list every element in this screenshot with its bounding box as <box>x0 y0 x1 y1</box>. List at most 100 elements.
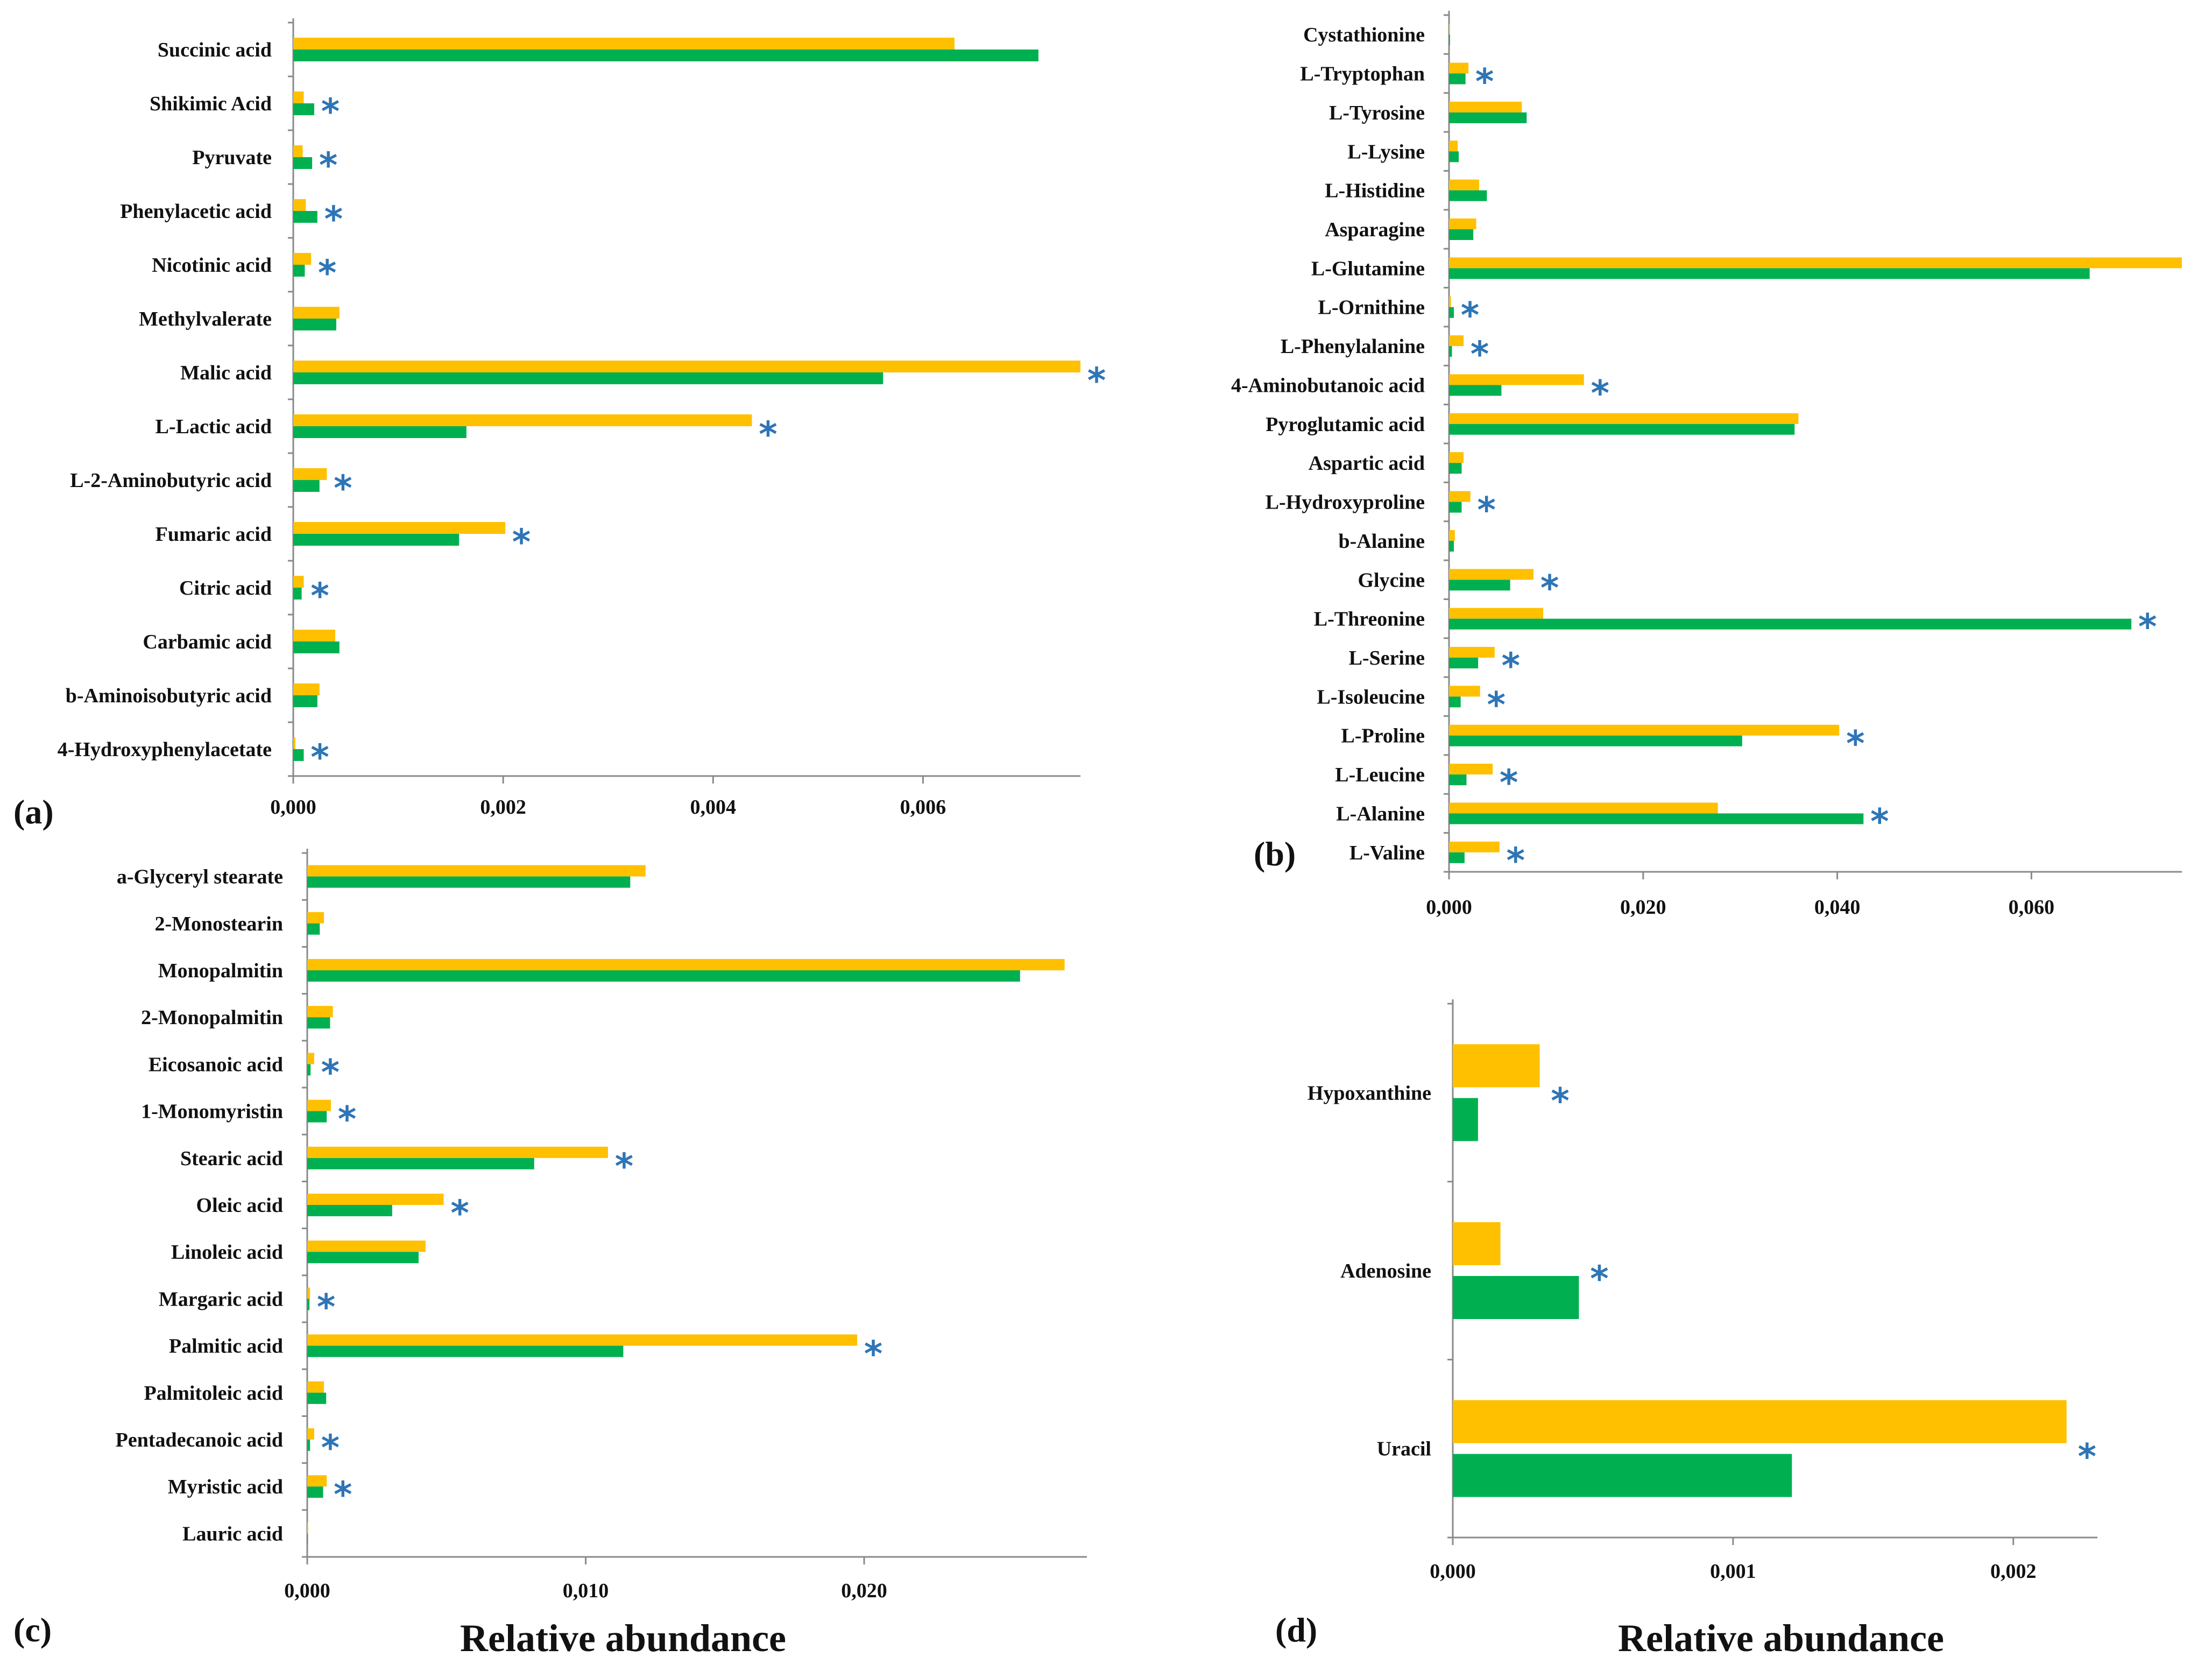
panel-c-bar-series2 <box>307 1111 327 1123</box>
panel-b-significance-star: * <box>2138 607 2157 648</box>
panel-a-bar-series2 <box>293 534 460 546</box>
panel-b-bar-series2 <box>1449 424 1795 435</box>
panel-b-bar-series1 <box>1449 101 1522 112</box>
panel-c-bar-series2 <box>307 1064 311 1076</box>
panel-b-significance-star: * <box>1540 567 1559 609</box>
panel-b-bar-series1 <box>1449 530 1455 541</box>
panel-b-significance-star: * <box>1507 840 1525 882</box>
panel-a-bar-series2 <box>293 50 1038 61</box>
panel-b-significance-star: * <box>1500 762 1518 803</box>
panel-d-category-label: Hypoxanthine <box>1308 1082 1431 1104</box>
panel-a-x-tick-label: 0,004 <box>690 796 737 819</box>
panel-a-bar-series1 <box>293 576 304 588</box>
panel-a-category-label: Malic acid <box>180 362 272 384</box>
panel-b-category-label: L-Ornithine <box>1318 297 1425 319</box>
panel-b-bar-series2 <box>1449 307 1454 318</box>
panel-b-category-label: L-Valine <box>1349 842 1425 864</box>
panel-b-bar-series2 <box>1449 112 1527 123</box>
panel-a-category-label: Methylvalerate <box>139 308 272 330</box>
panel-b-category-label: b-Alanine <box>1339 530 1425 553</box>
panel-a-bar-series2 <box>293 157 313 169</box>
panel-b-category-label: Aspartic acid <box>1309 452 1425 475</box>
panel-d-category-label: Adenosine <box>1340 1260 1431 1282</box>
panel-b-bar-series1 <box>1449 179 1479 191</box>
panel-c-category-label: 1-Monomyristin <box>141 1101 283 1123</box>
panel-c-bar-series1 <box>307 1194 444 1205</box>
panel-a-significance-star: * <box>334 468 352 509</box>
panel-a-bar-series1 <box>293 91 304 103</box>
panel-d-bar-series1 <box>1453 1222 1501 1265</box>
panel-c-bar-series2 <box>307 1533 308 1545</box>
panel-a-category-label: Pyruvate <box>192 146 272 169</box>
panel-b-category-label: L-Glutamine <box>1311 257 1425 280</box>
panel-c-significance-star: * <box>338 1099 357 1140</box>
panel-c-bar-series1 <box>307 1053 314 1064</box>
panel-b-category-label: L-Tyrosine <box>1329 102 1425 124</box>
panel-b-bar-series1 <box>1449 296 1451 307</box>
panel-c-bar-series2 <box>307 923 320 935</box>
panel-c-x-tick-label: 0,000 <box>284 1580 330 1602</box>
panel-a-bar-series2 <box>293 641 340 653</box>
panel-c-bar-series1 <box>307 865 646 877</box>
panel-b-significance-star: * <box>1461 295 1480 336</box>
panel-b-bar-series1 <box>1449 140 1458 152</box>
panel-a-x-tick-label: 0,006 <box>900 796 946 819</box>
panel-c-category-label: Eicosanoic acid <box>149 1053 283 1076</box>
panel-a-significance-star: * <box>1087 360 1106 401</box>
panel-d-label: (d) <box>1275 1611 1317 1649</box>
panel-b-category-label: 4-Aminobutanoic acid <box>1231 374 1425 397</box>
panel-b-bar-series2 <box>1449 229 1474 240</box>
panel-d-category-label: Uracil <box>1377 1438 1431 1461</box>
panel-a-significance-star: * <box>310 737 329 778</box>
panel-d-x-tick-label: 0,002 <box>1990 1560 2037 1583</box>
panel-a-bar-series2 <box>293 372 884 384</box>
panel-b-bar-series2 <box>1449 463 1462 474</box>
panel-b-bar-series1 <box>1449 24 1450 35</box>
panel-c-bar-series2 <box>307 1158 534 1169</box>
panel-b-bar-series1 <box>1449 452 1464 463</box>
panel-b-bar-series1 <box>1449 802 1718 814</box>
panel-c-bar-series1 <box>307 1475 327 1487</box>
panel-a-significance-star: * <box>310 575 329 617</box>
panel-c-bar-series2 <box>307 1440 310 1451</box>
panel-b-category-label: L-Serine <box>1349 647 1425 669</box>
panel-d-bar-series1 <box>1453 1044 1540 1088</box>
panel-c-x-axis-title: Relative abundance <box>460 1617 786 1660</box>
panel-b-category-label: L-Phenylalanine <box>1281 335 1425 358</box>
panel-a-bar-series1 <box>293 307 340 319</box>
panel-b-significance-star: * <box>1870 801 1889 842</box>
panel-b-category-label: Pyroglutamic acid <box>1266 413 1425 436</box>
panel-d-significance-star: * <box>1551 1080 1570 1122</box>
panel-b-bar-series2 <box>1449 618 2132 630</box>
panel-b-category-label: L-Lysine <box>1347 140 1425 163</box>
panel-a-bar-series1 <box>293 737 295 749</box>
panel-a-significance-star: * <box>759 414 778 455</box>
panel-a-significance-star: * <box>318 252 337 294</box>
panel-b-bar-series1 <box>1449 62 1469 74</box>
panel-b-category-label: L-Leucine <box>1335 764 1425 786</box>
panel-b-bar-series2 <box>1449 735 1742 746</box>
panel-b-category-label: Glycine <box>1358 569 1425 591</box>
panel-c-bar-series1 <box>307 1522 308 1534</box>
panel-a-bar-series1 <box>293 683 320 695</box>
panel-b-bar-series2 <box>1449 580 1510 591</box>
panel-b-category-label: L-Threonine <box>1314 608 1425 631</box>
panel-b-bar-series1 <box>1449 491 1471 502</box>
panel-b-category-label: Cystathionine <box>1303 24 1425 46</box>
panel-a-bar-series2 <box>293 426 467 438</box>
panel-b-bar-series1 <box>1449 724 1840 736</box>
panel-c-bar-series1 <box>307 1381 324 1393</box>
panel-c-bar-series1 <box>307 1287 310 1299</box>
panel-b-bar-series2 <box>1449 502 1462 513</box>
panel-b-x-tick-label: 0,000 <box>1426 896 1472 919</box>
panel-a-bar-series2 <box>293 265 305 277</box>
panel-a-significance-star: * <box>321 91 340 132</box>
panel-c-bar-series1 <box>307 1099 331 1111</box>
panel-a-bar-series1 <box>293 253 312 265</box>
panel-a-bar-series1 <box>293 199 306 211</box>
panel-c-category-label: 2-Monostearin <box>154 913 283 935</box>
panel-c-category-label: Pentadecanoic acid <box>116 1429 283 1451</box>
panel-c-x-tick-label: 0,020 <box>841 1580 887 1602</box>
panel-a-label: (a) <box>13 793 54 831</box>
